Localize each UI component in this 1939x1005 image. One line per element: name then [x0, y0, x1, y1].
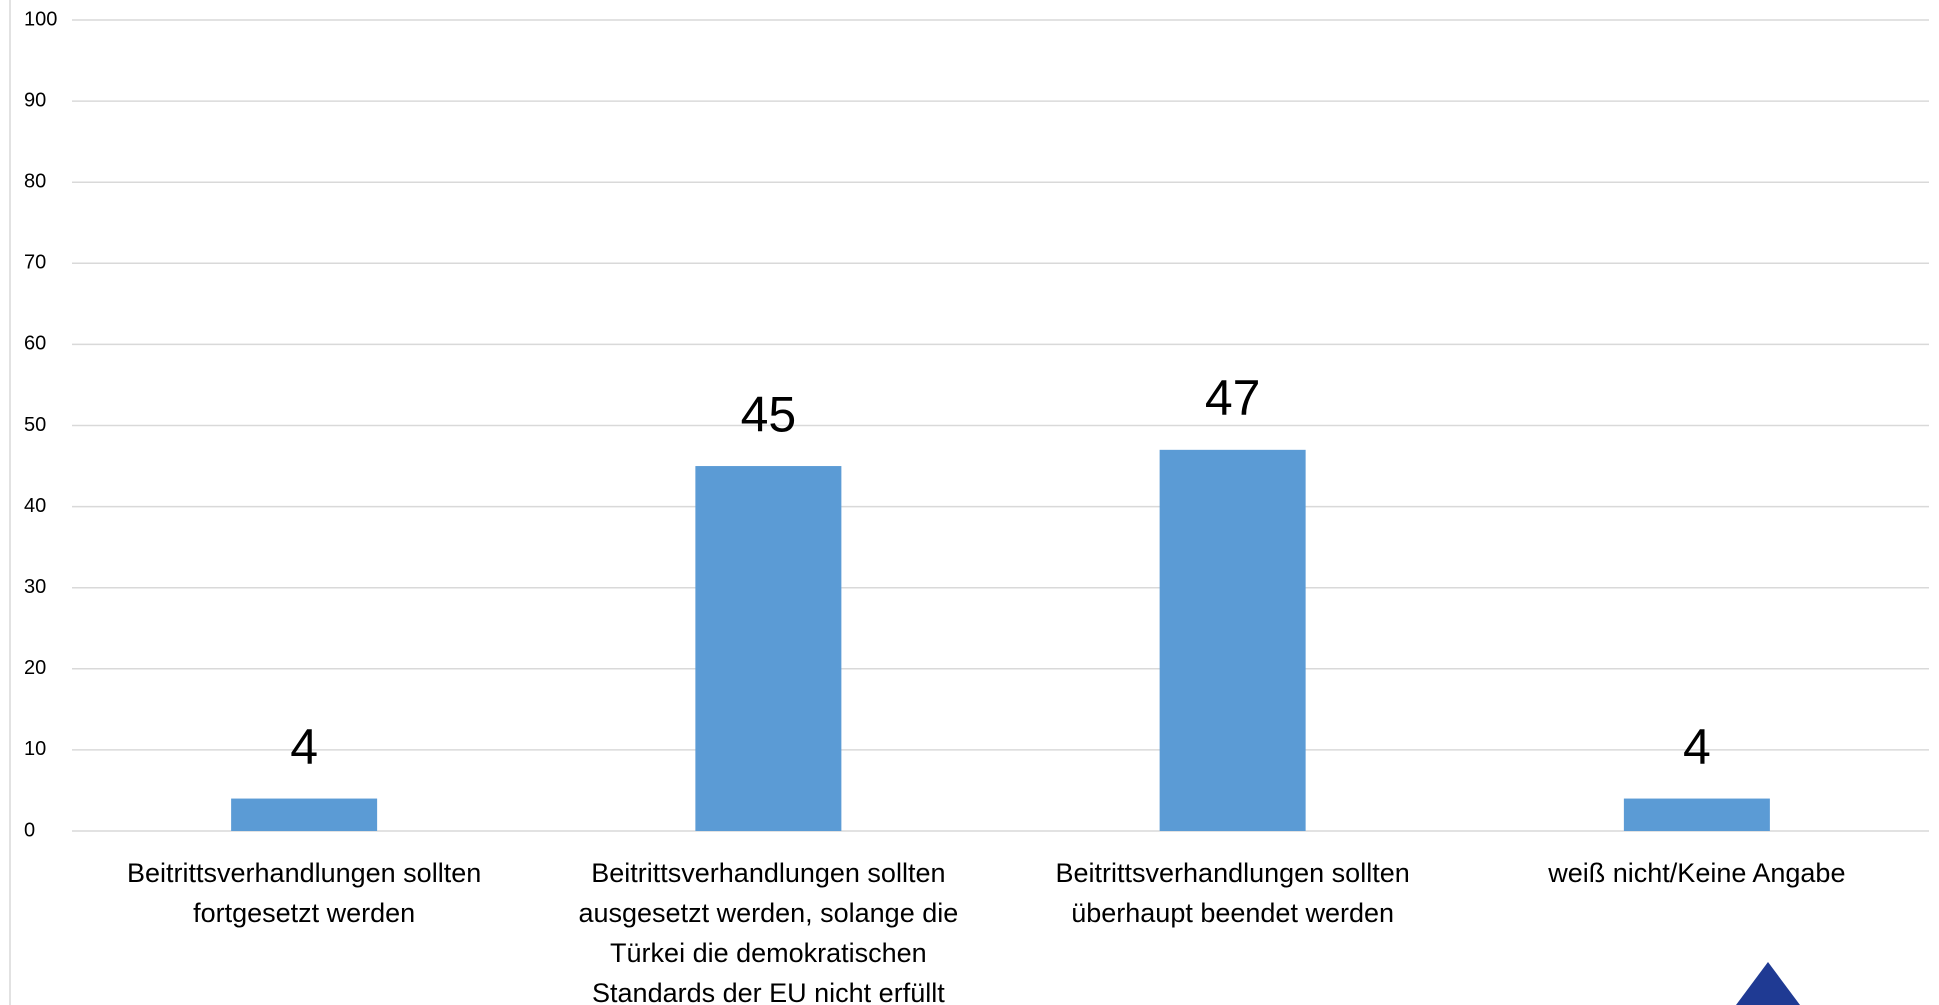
x-tick-label: Beitrittsverhandlungen sollten fortgeset… — [127, 858, 482, 928]
x-tick-label: weiß nicht/Keine Angabe — [1548, 858, 1846, 888]
bar — [695, 466, 842, 831]
bar — [1623, 798, 1770, 831]
y-tick-label: 10 — [24, 738, 46, 760]
y-tick-label: 50 — [24, 414, 46, 436]
bar — [1159, 449, 1306, 831]
y-tick-label: 80 — [24, 170, 46, 192]
y-tick-label: 90 — [24, 89, 46, 111]
y-tick-label: 100 — [24, 8, 57, 30]
y-tick-label: 0 — [24, 819, 35, 841]
y-tick-label: 60 — [24, 333, 46, 355]
y-tick-label: 20 — [24, 657, 46, 679]
y-tick-label: 70 — [24, 252, 46, 274]
data-label: 47 — [1205, 370, 1261, 426]
y-tick-label: 40 — [24, 495, 46, 517]
data-label: 4 — [1683, 719, 1711, 775]
data-label: 4 — [290, 719, 318, 775]
data-label: 45 — [741, 386, 797, 442]
y-tick-label: 30 — [24, 576, 46, 598]
x-tick-label: Beitrittsverhandlungen sollten überhaupt… — [1055, 858, 1410, 928]
x-tick-label: Beitrittsverhandlungen sollten ausgesetz… — [578, 858, 959, 1005]
bar — [231, 798, 378, 831]
eu-logo — [1736, 962, 1800, 1005]
